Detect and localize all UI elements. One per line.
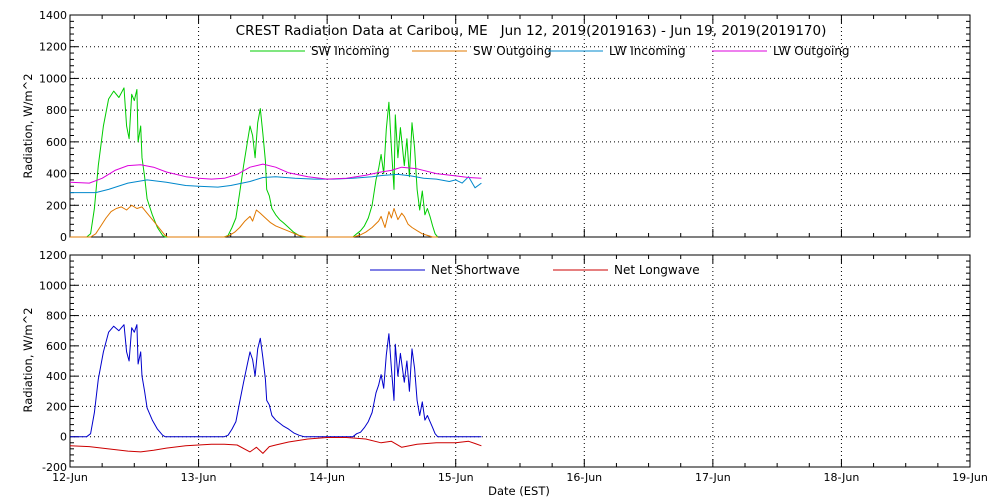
y-tick-label: 0	[60, 231, 67, 244]
y-tick-label: 1400	[39, 9, 67, 22]
y-tick-label: 200	[46, 400, 67, 413]
y-tick-label: 600	[46, 136, 67, 149]
y-tick-label: -200	[42, 461, 67, 474]
plot-frame	[69, 254, 971, 468]
legend-label: Net Longwave	[614, 263, 700, 277]
series-line-sw-incoming	[70, 87, 439, 238]
series-line-sw-outgoing	[70, 204, 438, 238]
y-tick-label: 1200	[39, 249, 67, 262]
top-panel: 0 200 400 600 800 1000 1200 1400 SW Incoming SW O…	[39, 9, 971, 244]
legend-label: LW Incoming	[609, 44, 686, 58]
x-tick-label: 18-Jun	[824, 471, 860, 484]
series-line-lw-outgoing	[69, 163, 482, 184]
bottom-ylabel: Radiation, W/m^2	[21, 307, 35, 412]
y-tick-label: 200	[46, 199, 67, 212]
chart-title: CREST Radiation Data at Caribou, ME Jun …	[236, 23, 827, 39]
y-tick-label: 800	[46, 310, 67, 323]
x-tick-label: 19-Jun	[952, 471, 988, 484]
y-tick-label: 0	[60, 431, 67, 444]
series-line-net-shortwave	[70, 324, 482, 438]
y-tick-label: 1200	[39, 41, 67, 54]
x-tick-label: 13-Jun	[181, 471, 217, 484]
x-tick-label: 12-Jun	[52, 471, 88, 484]
top-ylabel: Radiation, W/m^2	[21, 73, 35, 178]
x-tick-label: 17-Jun	[695, 471, 731, 484]
legend-label: SW Outgoing	[473, 44, 552, 58]
x-tick-label: 14-Jun	[309, 471, 345, 484]
legend-label: LW Outgoing	[773, 44, 850, 58]
y-tick-label: 400	[46, 370, 67, 383]
legend-label: Net Shortwave	[431, 263, 520, 277]
x-axis-label: Date (EST)	[488, 484, 550, 498]
series-line-net-longwave	[69, 437, 482, 454]
series-line-lw-incoming	[70, 173, 482, 194]
legend-label: SW Incoming	[311, 44, 390, 58]
x-tick-label: 15-Jun	[438, 471, 474, 484]
y-tick-label: 400	[46, 168, 67, 181]
y-tick-label: 1000	[39, 72, 67, 85]
x-tick-label: 16-Jun	[566, 471, 602, 484]
y-tick-label: 800	[46, 104, 67, 117]
y-tick-label: 1000	[39, 279, 67, 292]
y-tick-label: 600	[46, 340, 67, 353]
bottom-panel: -200 0 200 400 600 800 1000 1200 Net Shortwave Ne…	[39, 249, 971, 474]
